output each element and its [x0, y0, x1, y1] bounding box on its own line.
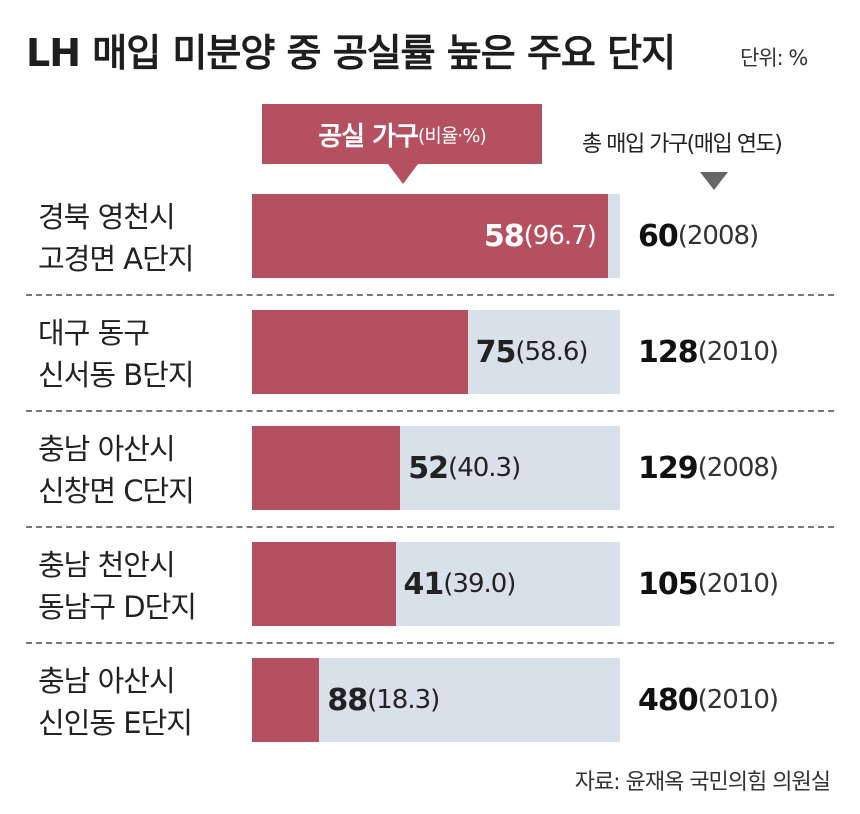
total-households: 60 (2008)	[638, 194, 838, 278]
total-households: 129 (2008)	[638, 426, 838, 510]
vacant-ratio: (39.0)	[443, 569, 516, 599]
vacant-bar	[252, 194, 608, 278]
total-header-arrow-icon	[700, 172, 728, 190]
region-line1: 충남 아산시	[38, 664, 176, 698]
vacant-count: 75	[475, 334, 517, 370]
region-line2: 신창면 C단지	[38, 474, 195, 508]
vacant-ratio: (58.6)	[515, 337, 588, 367]
bar-background	[252, 426, 620, 510]
purchase-year: (2010)	[697, 337, 779, 367]
vacant-bar	[252, 658, 320, 742]
region-line1: 충남 아산시	[38, 432, 176, 466]
bar-value-label: 52 (40.3)	[408, 426, 521, 510]
bar-background	[252, 194, 620, 278]
total-count: 129	[638, 450, 699, 486]
bar-value-label: 58 (96.7)	[252, 194, 597, 278]
vacant-ratio: (96.7)	[523, 221, 597, 251]
vacant-header-label: 공실 가구	[318, 121, 419, 152]
vacant-count: 41	[403, 566, 445, 602]
row-divider	[26, 642, 834, 644]
purchase-year: (2010)	[697, 685, 779, 715]
total-households: 128 (2010)	[638, 310, 838, 394]
vacant-bar	[252, 310, 468, 394]
unit-label: 단위: %	[740, 46, 808, 70]
vacant-count: 58	[483, 218, 525, 254]
row-divider	[26, 526, 834, 528]
vacant-header-box: 공실 가구 (비율·%)	[262, 104, 542, 164]
row-divider	[26, 294, 834, 296]
vacant-bar	[252, 426, 401, 510]
region-line2: 신서동 B단지	[38, 358, 195, 392]
region-line1: 대구 동구	[38, 316, 150, 350]
source-note: 자료: 윤재옥 국민의힘 의원실	[574, 770, 831, 795]
region-line2: 동남구 D단지	[38, 590, 197, 624]
vacant-bar	[252, 542, 396, 626]
vacant-header-sub: (비율·%)	[417, 124, 487, 147]
region-line2: 신인동 E단지	[38, 706, 193, 740]
bar-value-label: 41 (39.0)	[403, 542, 517, 626]
purchase-year: (2010)	[697, 569, 779, 599]
total-households: 105 (2010)	[638, 542, 838, 626]
total-households: 480 (2010)	[638, 658, 838, 742]
total-count: 60	[638, 218, 679, 254]
bar-value-label: 75 (58.6)	[475, 310, 589, 394]
row-divider	[26, 410, 834, 412]
purchase-year: (2008)	[697, 453, 779, 483]
vacant-count: 88	[327, 682, 368, 718]
total-count: 128	[638, 334, 699, 370]
bar-background	[252, 658, 620, 742]
region-line1: 충남 천안시	[38, 548, 176, 582]
chart-title: LH 매입 미분양 중 공실률 높은 주요 단지	[26, 31, 676, 75]
region-line1: 경북 영천시	[38, 200, 176, 234]
bar-background	[252, 310, 620, 394]
vacant-header-pointer-icon	[388, 164, 418, 184]
total-header-label: 총 매입 가구(매입 연도)	[582, 132, 783, 157]
purchase-year: (2008)	[677, 221, 759, 251]
region-line2: 고경면 A단지	[38, 242, 194, 276]
total-count: 105	[638, 566, 699, 602]
bar-background	[252, 542, 620, 626]
bar-value-label: 88 (18.3)	[327, 658, 440, 742]
vacant-ratio: (40.3)	[448, 453, 521, 483]
total-count: 480	[638, 682, 699, 718]
vacant-ratio: (18.3)	[367, 685, 440, 715]
vacant-count: 52	[408, 450, 449, 486]
